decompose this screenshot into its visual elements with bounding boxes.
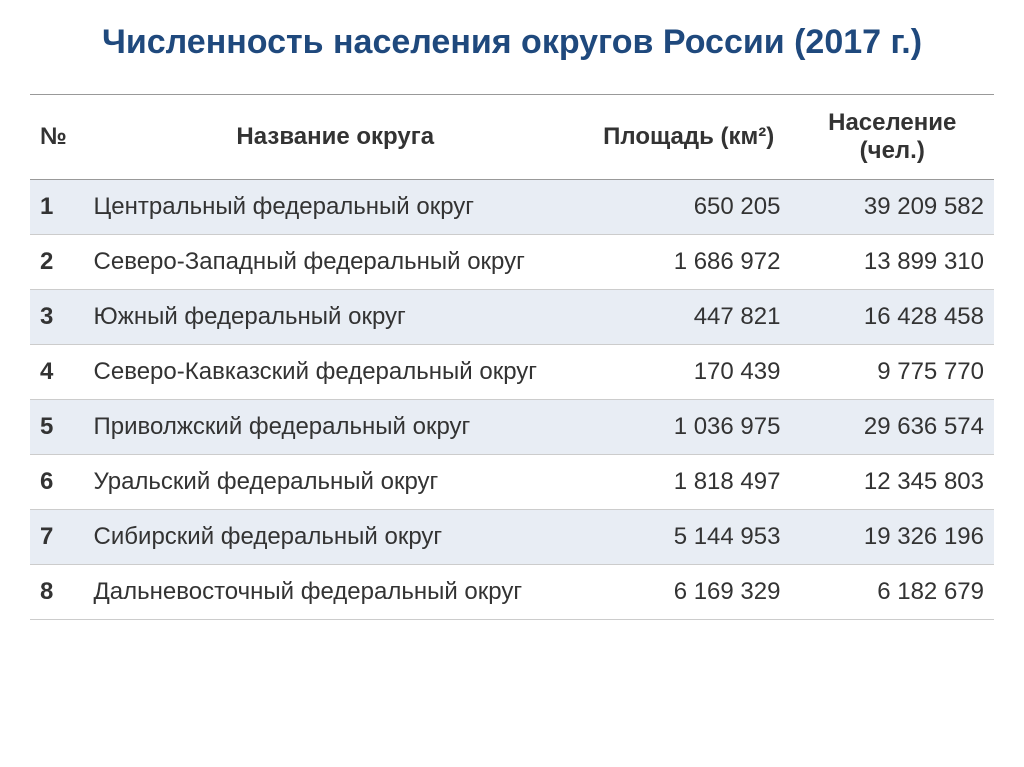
districts-table: № Название округа Площадь (км²) Населени… [30, 94, 994, 620]
cell-area: 6 169 329 [587, 565, 791, 620]
cell-num: 4 [30, 345, 84, 400]
table-row: 4 Северо-Кавказский федеральный округ 17… [30, 345, 994, 400]
table-row: 3 Южный федеральный округ 447 821 16 428… [30, 290, 994, 345]
cell-name: Уральский федеральный округ [84, 455, 587, 510]
cell-population: 13 899 310 [790, 235, 994, 290]
cell-area: 1 036 975 [587, 400, 791, 455]
cell-name: Центральный федеральный округ [84, 180, 587, 235]
cell-population: 6 182 679 [790, 565, 994, 620]
cell-name: Северо-Западный федеральный округ [84, 235, 587, 290]
cell-num: 8 [30, 565, 84, 620]
col-header-num: № [30, 95, 84, 180]
table-row: 8 Дальневосточный федеральный округ 6 16… [30, 565, 994, 620]
cell-area: 170 439 [587, 345, 791, 400]
cell-num: 2 [30, 235, 84, 290]
table-row: 7 Сибирский федеральный округ 5 144 953 … [30, 510, 994, 565]
cell-area: 1 818 497 [587, 455, 791, 510]
cell-num: 7 [30, 510, 84, 565]
page-title: Численность населения округов России (20… [30, 20, 994, 64]
cell-population: 39 209 582 [790, 180, 994, 235]
cell-name: Сибирский федеральный округ [84, 510, 587, 565]
cell-area: 5 144 953 [587, 510, 791, 565]
cell-population: 9 775 770 [790, 345, 994, 400]
cell-population: 16 428 458 [790, 290, 994, 345]
cell-name: Северо-Кавказский федеральный округ [84, 345, 587, 400]
cell-name: Приволжский федеральный округ [84, 400, 587, 455]
cell-area: 650 205 [587, 180, 791, 235]
col-header-area: Площадь (км²) [587, 95, 791, 180]
cell-name: Южный федеральный округ [84, 290, 587, 345]
table-row: 1 Центральный федеральный округ 650 205 … [30, 180, 994, 235]
cell-name: Дальневосточный федеральный округ [84, 565, 587, 620]
table-row: 2 Северо-Западный федеральный округ 1 68… [30, 235, 994, 290]
cell-population: 29 636 574 [790, 400, 994, 455]
cell-num: 5 [30, 400, 84, 455]
cell-num: 1 [30, 180, 84, 235]
table-row: 5 Приволжский федеральный округ 1 036 97… [30, 400, 994, 455]
col-header-name: Название округа [84, 95, 587, 180]
table-row: 6 Уральский федеральный округ 1 818 497 … [30, 455, 994, 510]
cell-population: 19 326 196 [790, 510, 994, 565]
cell-num: 6 [30, 455, 84, 510]
cell-num: 3 [30, 290, 84, 345]
table-header-row: № Название округа Площадь (км²) Населени… [30, 95, 994, 180]
cell-area: 447 821 [587, 290, 791, 345]
cell-area: 1 686 972 [587, 235, 791, 290]
col-header-population: Население (чел.) [790, 95, 994, 180]
cell-population: 12 345 803 [790, 455, 994, 510]
